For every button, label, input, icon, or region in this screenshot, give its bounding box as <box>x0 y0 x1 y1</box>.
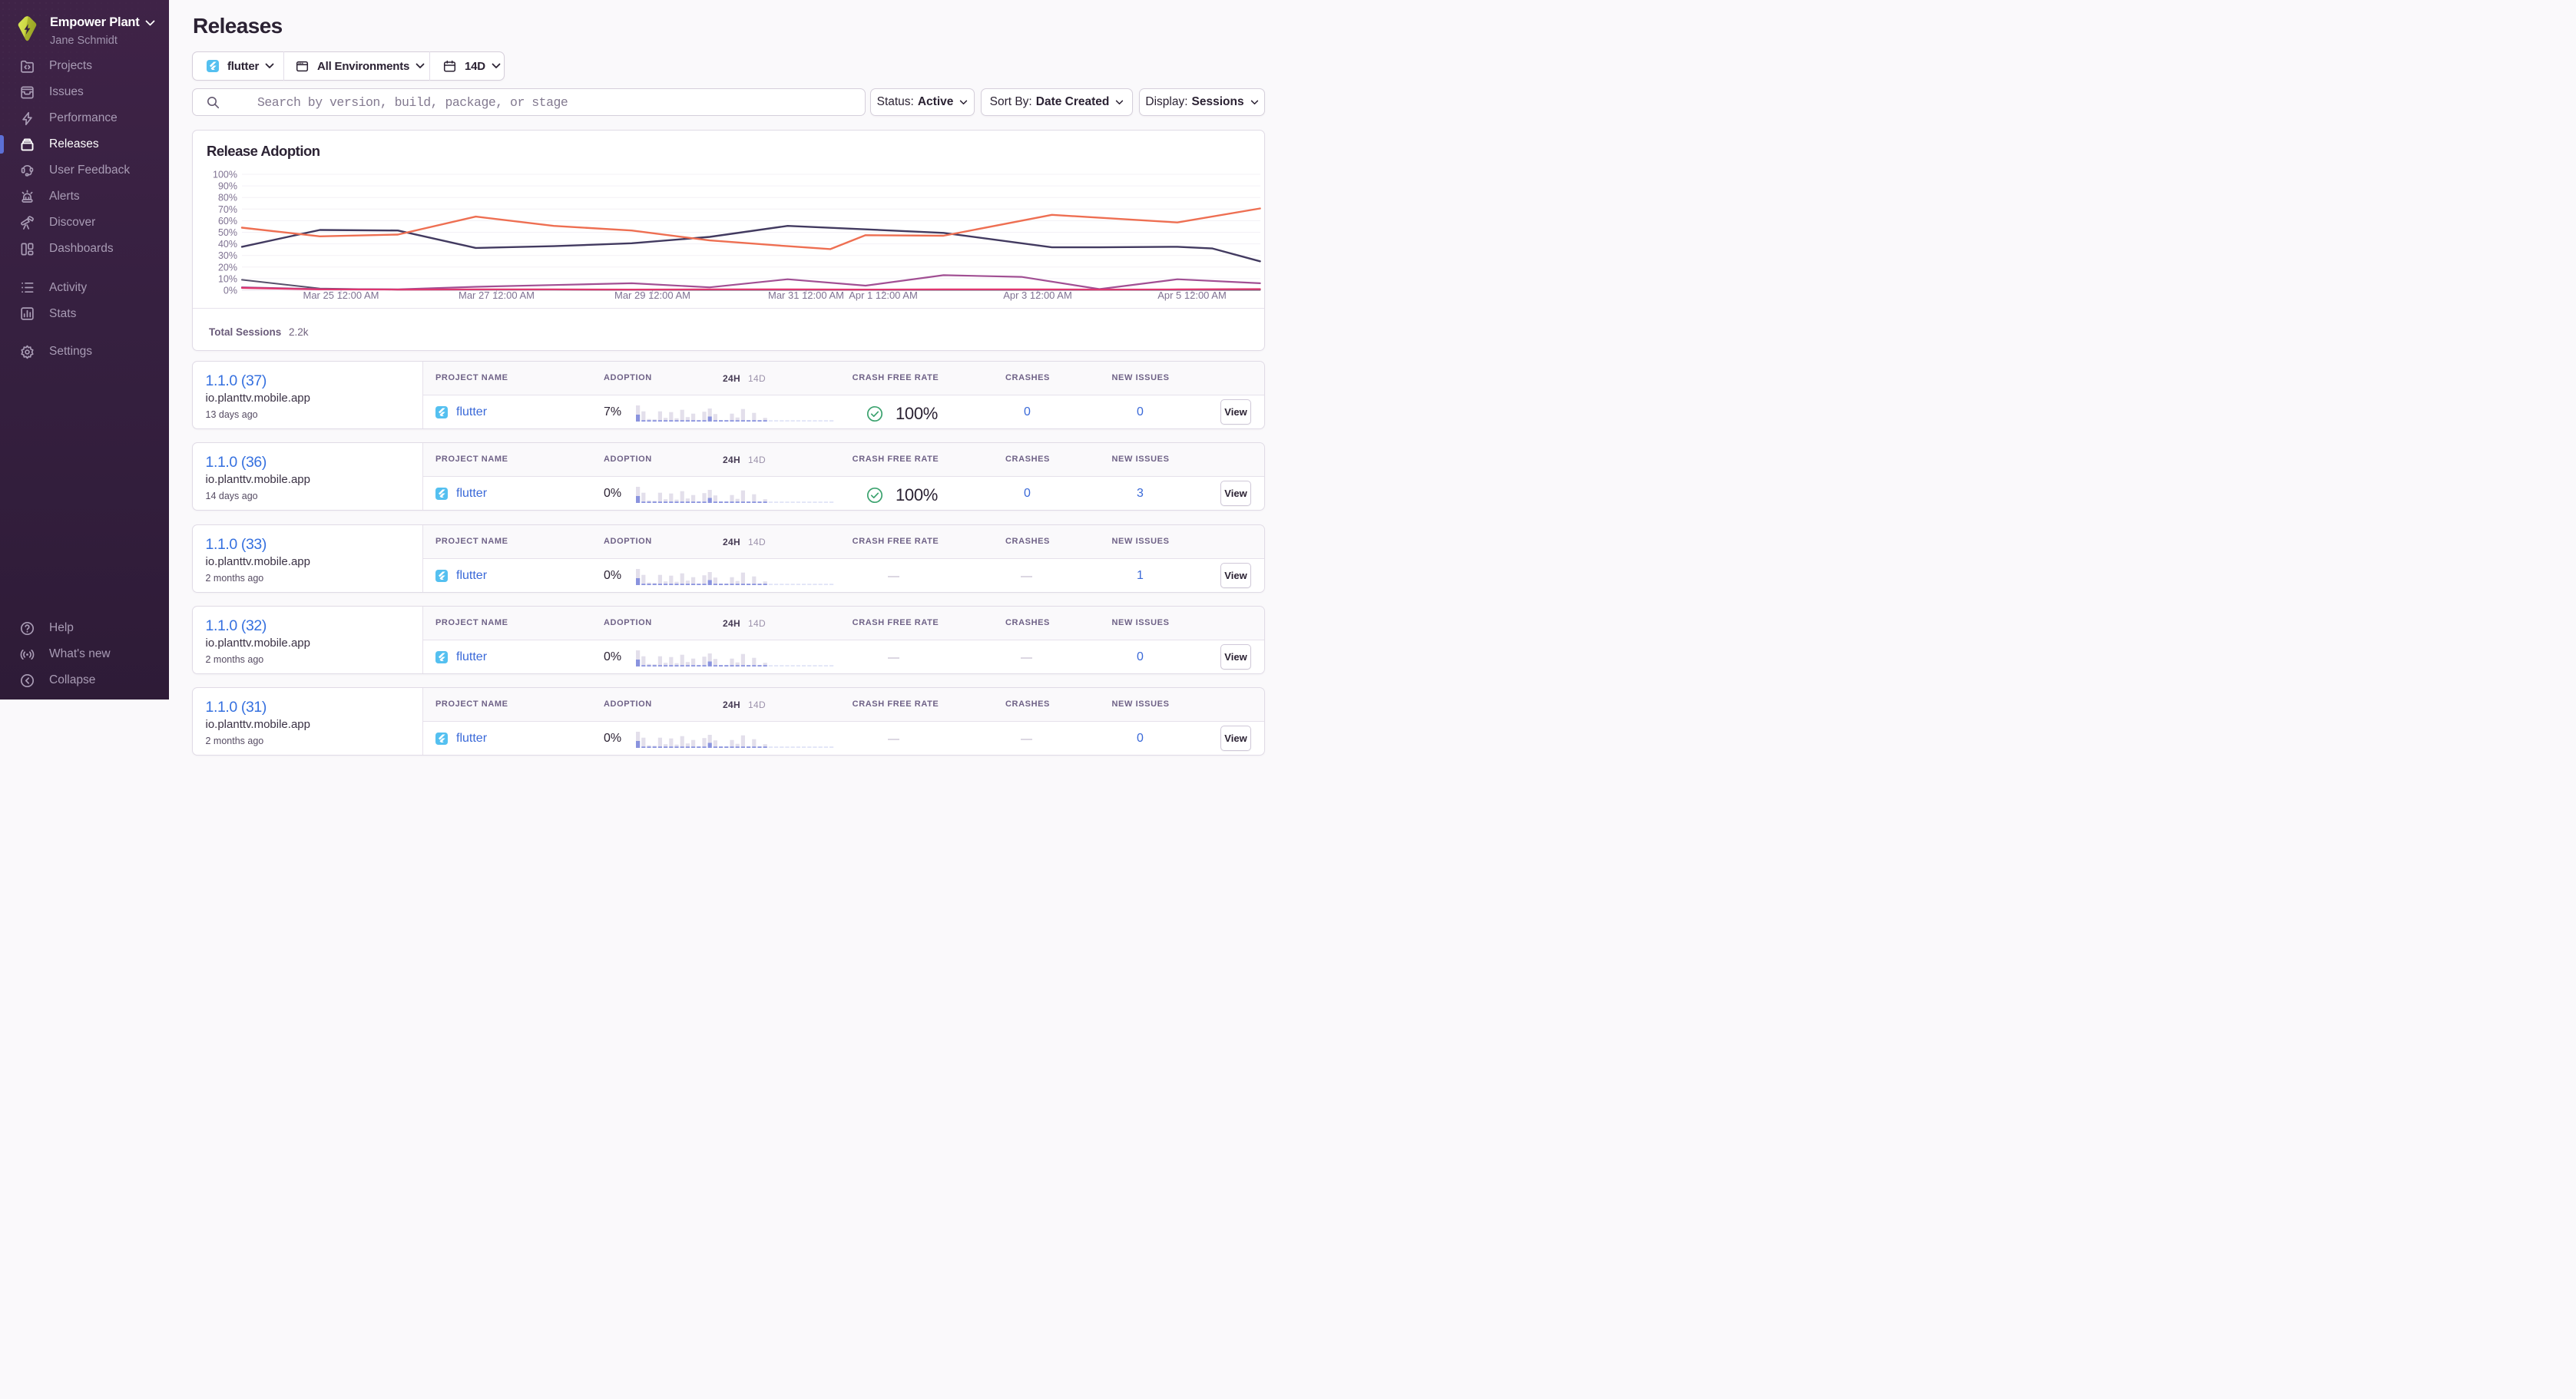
svg-text:100%: 100% <box>213 170 237 180</box>
svg-text:20%: 20% <box>218 262 237 273</box>
svg-text:0%: 0% <box>223 286 237 296</box>
svg-text:Apr 1 12:00 AM: Apr 1 12:00 AM <box>849 289 918 301</box>
svg-text:Mar 27 12:00 AM: Mar 27 12:00 AM <box>459 289 535 301</box>
svg-text:70%: 70% <box>218 204 237 215</box>
svg-text:90%: 90% <box>218 181 237 192</box>
svg-text:50%: 50% <box>218 227 237 238</box>
svg-text:60%: 60% <box>218 216 237 227</box>
svg-text:30%: 30% <box>218 250 237 261</box>
svg-text:Apr 5 12:00 AM: Apr 5 12:00 AM <box>1157 289 1227 301</box>
svg-text:80%: 80% <box>218 193 237 203</box>
svg-text:Mar 29 12:00 AM: Mar 29 12:00 AM <box>614 289 690 301</box>
svg-text:40%: 40% <box>218 239 237 250</box>
svg-text:Mar 25 12:00 AM: Mar 25 12:00 AM <box>303 289 379 301</box>
svg-text:10%: 10% <box>218 273 237 284</box>
svg-text:Apr 3 12:00 AM: Apr 3 12:00 AM <box>1003 289 1072 301</box>
svg-text:Mar 31 12:00 AM: Mar 31 12:00 AM <box>768 289 844 301</box>
